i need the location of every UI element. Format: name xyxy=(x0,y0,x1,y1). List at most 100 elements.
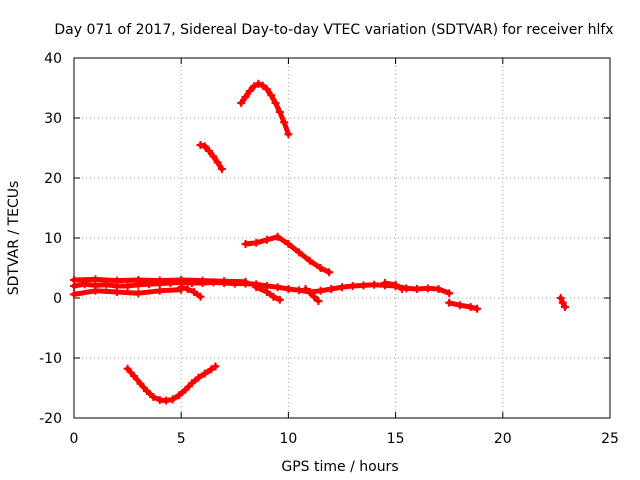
data-point xyxy=(325,268,334,277)
data-series xyxy=(70,79,569,405)
data-point xyxy=(130,372,139,380)
data-point xyxy=(194,373,203,382)
data-point xyxy=(245,87,254,95)
track-hump xyxy=(241,232,334,277)
data-point xyxy=(123,282,132,290)
data-point xyxy=(134,276,143,284)
y-tick-label: -10 xyxy=(39,351,62,367)
track-dip-d xyxy=(380,279,407,293)
x-tick-label: 5 xyxy=(177,431,186,447)
data-point xyxy=(213,158,222,167)
data-point xyxy=(316,286,325,295)
data-point xyxy=(558,298,567,307)
data-point xyxy=(271,99,280,107)
data-point xyxy=(314,297,323,305)
y-tick-label: 20 xyxy=(44,171,62,187)
data-point xyxy=(181,385,190,394)
track-dip-b-line xyxy=(253,284,283,303)
data-point xyxy=(423,284,432,293)
x-tick-label: 25 xyxy=(601,431,619,447)
data-point xyxy=(250,82,259,91)
data-point xyxy=(91,286,100,295)
data-point xyxy=(200,142,209,151)
data-point xyxy=(241,277,250,286)
data-point xyxy=(413,285,422,293)
data-point xyxy=(91,275,100,284)
track-main-lower-line xyxy=(71,287,184,297)
data-point xyxy=(391,280,400,289)
data-point xyxy=(305,256,314,265)
data-point xyxy=(275,108,284,116)
data-point xyxy=(269,292,278,301)
data-point xyxy=(136,379,145,388)
data-point xyxy=(280,118,289,127)
data-point xyxy=(327,285,336,293)
track-arc-mid xyxy=(196,141,226,173)
data-point xyxy=(196,292,205,301)
track-dip-a xyxy=(177,283,205,301)
data-point xyxy=(262,235,271,244)
y-tick-label: 40 xyxy=(44,51,62,67)
y-axis-ticks: -20 -10 0 10 20 30 40 xyxy=(39,51,610,427)
track-main-lower xyxy=(70,285,186,299)
data-point xyxy=(209,152,218,161)
data-point xyxy=(196,141,205,149)
data-point xyxy=(217,165,226,173)
x-axis-ticks: 0 5 10 15 20 25 xyxy=(70,58,619,447)
data-point xyxy=(241,240,250,248)
track-dip-c xyxy=(301,285,323,305)
data-point xyxy=(473,304,482,313)
data-point xyxy=(348,282,357,290)
data-point xyxy=(190,288,199,296)
data-point xyxy=(262,85,271,94)
data-point xyxy=(220,277,229,286)
y-tick-label: 0 xyxy=(53,291,62,307)
data-point xyxy=(275,295,284,304)
data-point xyxy=(284,240,293,248)
data-point xyxy=(370,280,379,289)
track-arc-high xyxy=(237,79,293,139)
data-point xyxy=(175,391,184,400)
data-point xyxy=(241,93,250,101)
x-tick-label: 15 xyxy=(387,431,405,447)
track-trough xyxy=(123,362,220,405)
data-point xyxy=(252,238,261,247)
data-point xyxy=(177,283,186,292)
track-main-upper xyxy=(70,275,250,286)
data-point xyxy=(177,276,186,284)
data-point xyxy=(267,91,276,100)
data-point xyxy=(237,99,246,107)
data-point xyxy=(466,303,475,311)
data-point xyxy=(112,288,121,296)
data-point xyxy=(134,289,143,298)
data-point xyxy=(295,248,304,257)
data-point xyxy=(273,232,282,241)
data-point xyxy=(273,283,282,292)
data-point xyxy=(70,290,78,299)
data-point xyxy=(284,130,293,139)
data-point xyxy=(155,286,164,295)
data-point xyxy=(252,283,261,292)
data-point xyxy=(254,79,263,88)
data-point xyxy=(112,276,121,285)
x-axis-label: GPS time / hours xyxy=(281,459,398,475)
data-point xyxy=(398,285,407,293)
data-point xyxy=(207,365,216,374)
data-point xyxy=(445,298,454,307)
data-point xyxy=(187,379,196,388)
track-dip-b xyxy=(252,283,284,304)
data-point xyxy=(301,285,310,293)
data-point xyxy=(149,393,158,401)
data-point xyxy=(155,276,164,285)
data-point xyxy=(70,276,78,284)
data-point xyxy=(183,285,192,293)
data-point xyxy=(434,285,443,293)
data-point xyxy=(262,288,271,296)
x-tick-label: 10 xyxy=(279,431,297,447)
data-point xyxy=(162,396,171,405)
data-point xyxy=(556,294,565,302)
data-point xyxy=(211,362,220,371)
x-tick-label: 20 xyxy=(494,431,512,447)
y-tick-label: -20 xyxy=(39,411,62,427)
y-axis-label: SDTVAR / TECUs xyxy=(6,181,22,296)
